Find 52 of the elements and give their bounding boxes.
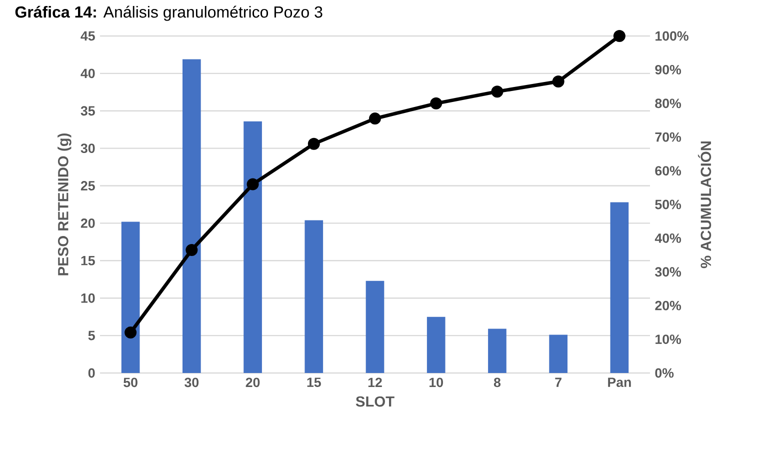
bar <box>366 280 384 373</box>
point <box>368 112 382 125</box>
y2-tick-label: 50% <box>655 200 682 210</box>
chart-title: Gráfica 14: Análisis granulométrico Pozo 3 <box>15 6 322 21</box>
y2-tick-label: 80% <box>655 98 682 108</box>
y-tick-label: 35 <box>80 106 95 116</box>
y-tick-label: 5 <box>88 330 95 340</box>
y2-axis-title: % ACUMULACIÓN <box>698 142 712 268</box>
point <box>124 326 137 339</box>
x-tick-label: 12 <box>368 378 382 388</box>
y2-tick-label: 60% <box>655 166 682 176</box>
y2-tick-label: 70% <box>655 132 682 142</box>
bar <box>121 222 140 373</box>
x-tick-label: 7 <box>555 378 562 387</box>
point <box>552 75 564 88</box>
bar <box>610 202 629 373</box>
bar <box>182 59 201 373</box>
x-tick-label: 8 <box>494 378 501 388</box>
bar <box>304 220 324 373</box>
y2-tick-label: 10% <box>656 334 682 344</box>
y-tick-label: 25 <box>80 181 95 190</box>
x-tick-label: 50 <box>124 378 138 388</box>
y-tick-label: 30 <box>80 144 95 154</box>
bar <box>488 328 506 373</box>
x-tick-label: 10 <box>430 378 443 388</box>
x-tick-label: 30 <box>184 378 199 388</box>
point <box>308 138 320 150</box>
x-tick-label: Pan <box>608 378 631 387</box>
point <box>430 97 442 110</box>
y2-tick-label: 40% <box>654 233 682 243</box>
y-axis-title: PESO RETENIDO (g) <box>58 134 72 276</box>
bar <box>426 316 446 373</box>
point <box>613 30 626 42</box>
y-tick-label: 15 <box>81 256 95 266</box>
x-tick-label: 20 <box>246 378 260 388</box>
bar <box>244 121 262 373</box>
y2-tick-label: 20% <box>655 300 682 310</box>
y2-tick-label: 90% <box>655 64 682 74</box>
x-tick-label: 15 <box>307 378 321 387</box>
x-axis-title: SLOT <box>356 396 394 407</box>
point <box>491 86 504 98</box>
point <box>186 244 198 256</box>
y-tick-label: 45 <box>80 31 95 41</box>
bar <box>549 334 568 373</box>
y2-tick-label: 0% <box>655 368 674 378</box>
y-tick-label: 20 <box>80 218 95 228</box>
y2-tick-label: 30% <box>655 267 682 277</box>
point <box>246 178 259 190</box>
y-tick-label: 0 <box>88 368 95 378</box>
y-tick-label: 10 <box>81 293 95 303</box>
y2-tick-label: 100% <box>656 31 688 41</box>
y-tick-label: 40 <box>80 68 95 78</box>
